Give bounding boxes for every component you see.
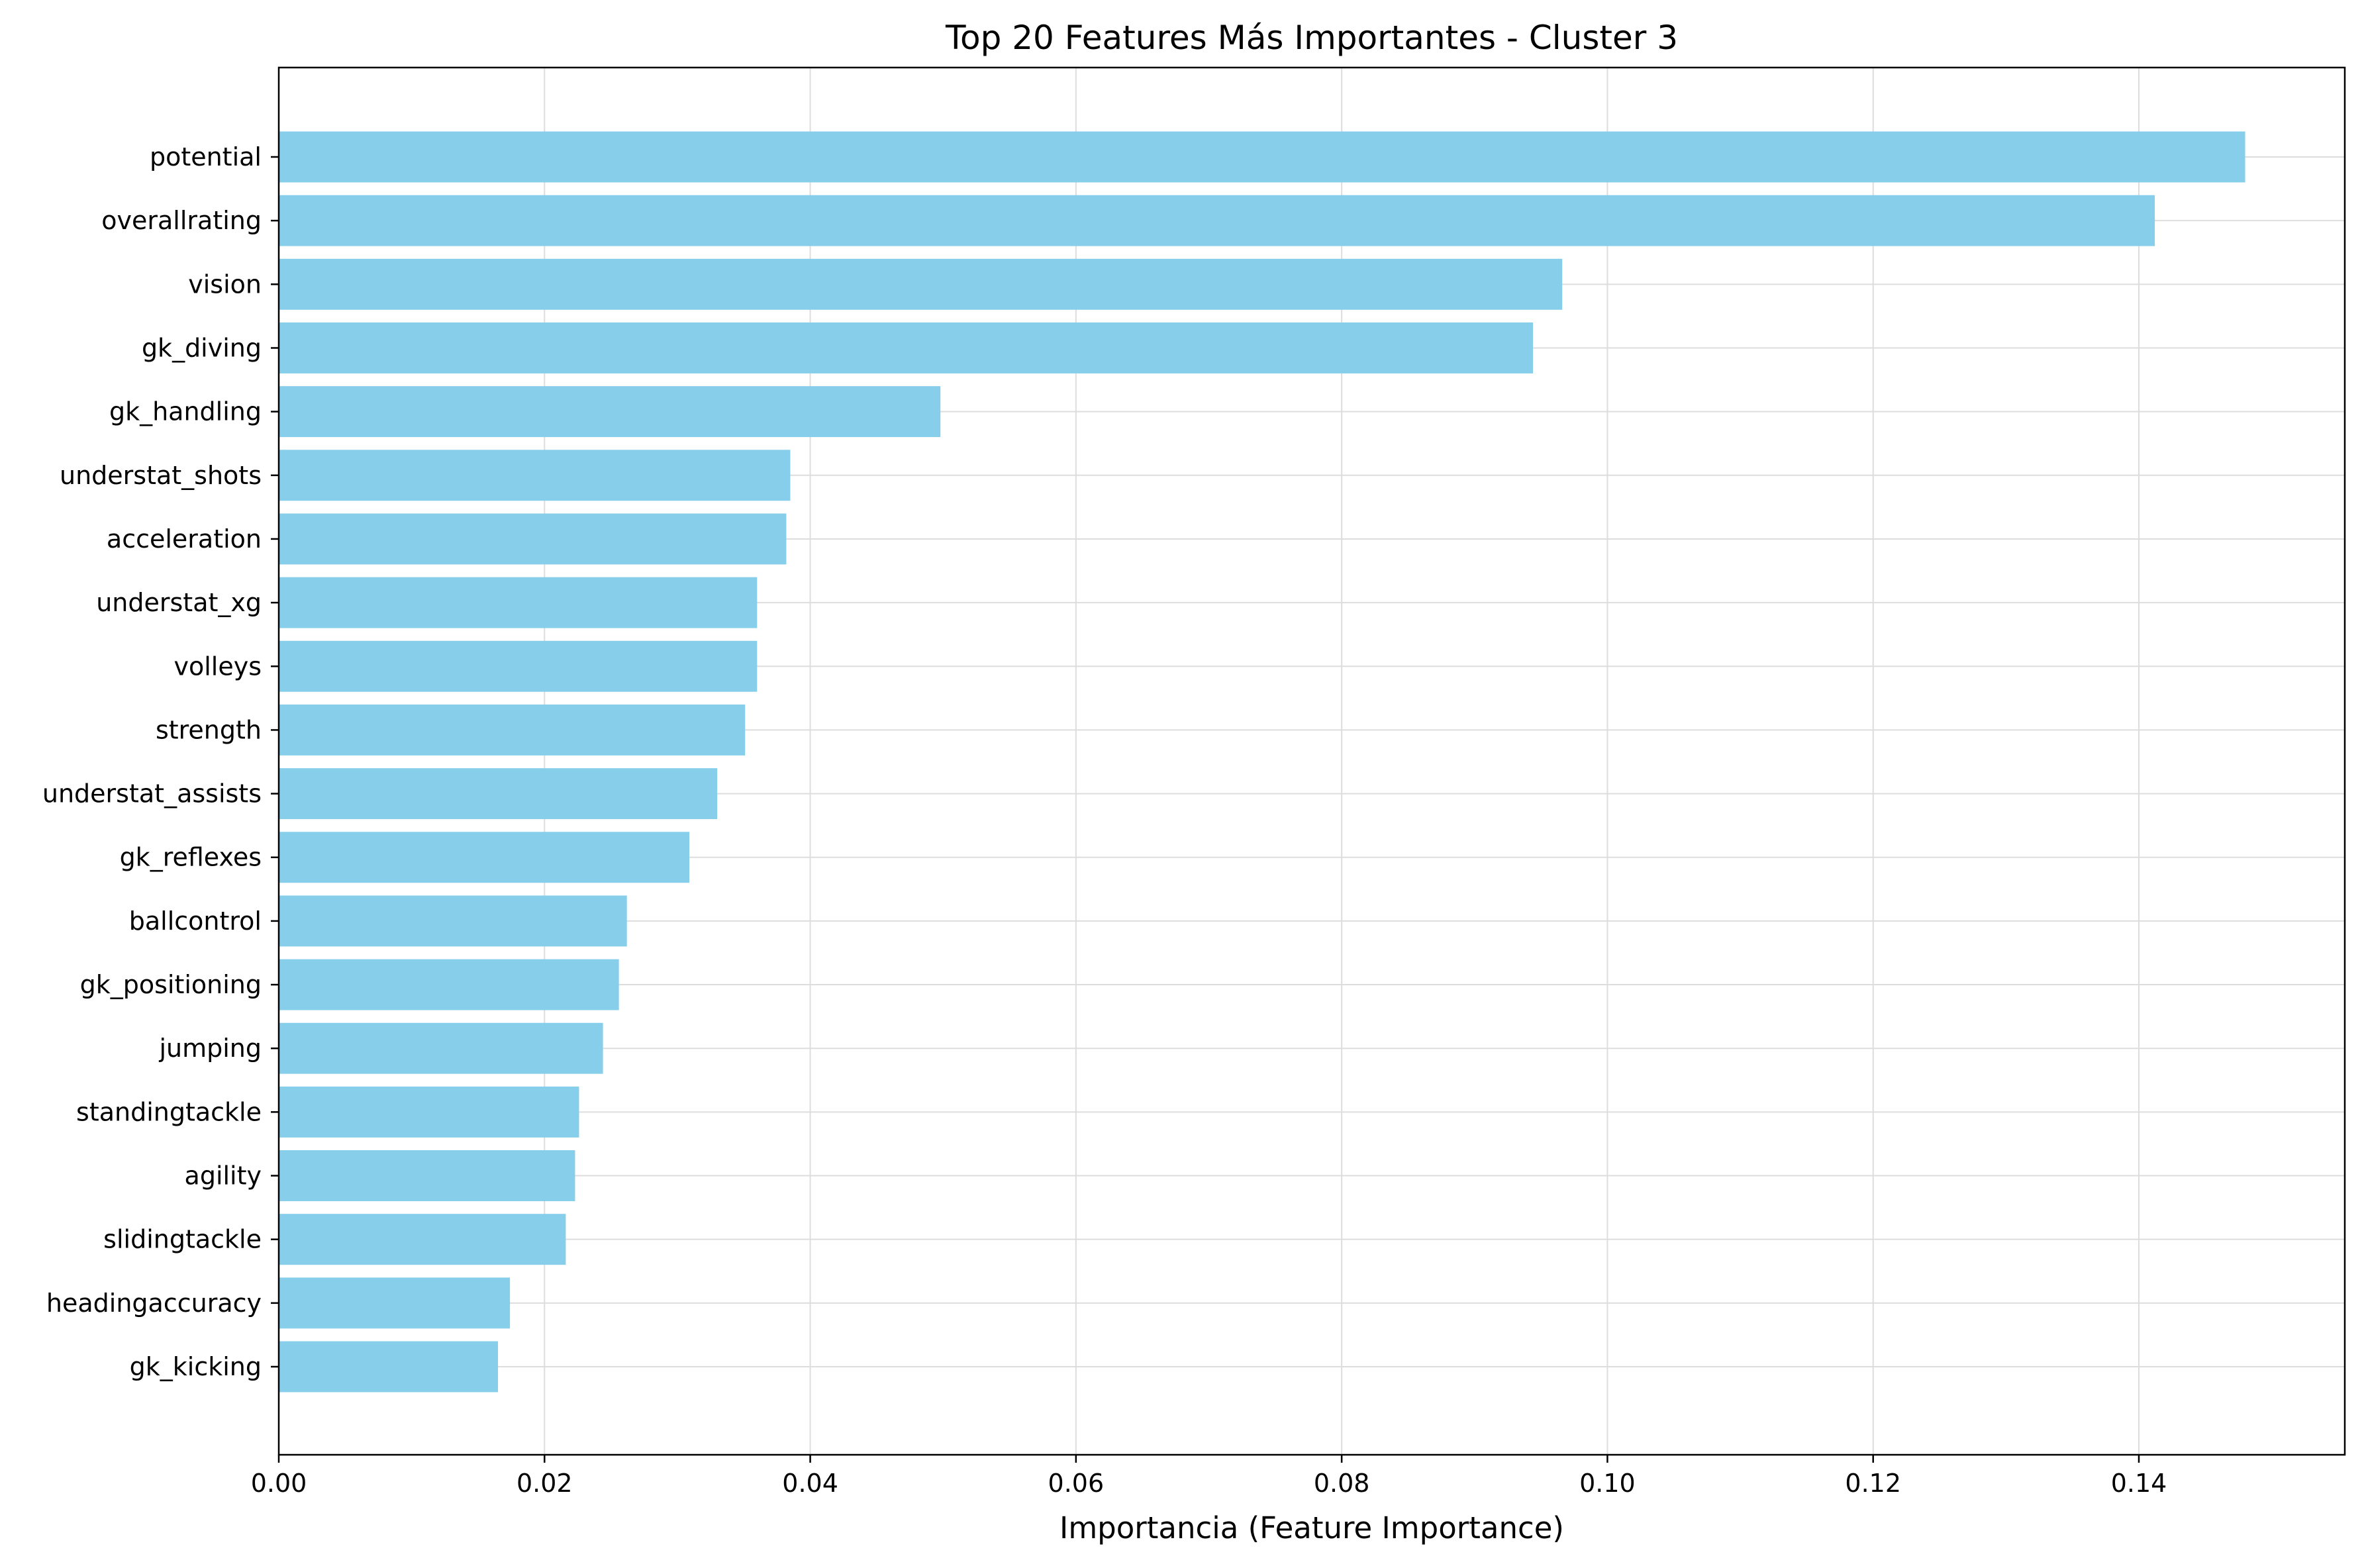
x-tick-label: 0.14 xyxy=(2111,1469,2167,1498)
bar-agility xyxy=(279,1150,575,1201)
y-tick-label: gk_kicking xyxy=(130,1352,262,1381)
y-tick-label: acceleration xyxy=(107,524,262,554)
y-tick-label: agility xyxy=(185,1161,262,1191)
y-tick-label: gk_handling xyxy=(109,397,262,426)
bar-volleys xyxy=(279,640,758,692)
bar-overallrating xyxy=(279,195,2155,246)
y-tick-label: understat_shots xyxy=(60,461,262,490)
bar-jumping xyxy=(279,1022,603,1074)
y-tick-label: vision xyxy=(188,270,262,299)
y-tick-label: overallrating xyxy=(101,206,262,235)
bar-gk_positioning xyxy=(279,959,619,1010)
x-axis-label: Importancia (Feature Importance) xyxy=(1059,1510,1564,1545)
bar-understat_assists xyxy=(279,768,718,820)
ticks: 0.00 0.02 0.04 0.06 0.08 0.10 0.12 0.14 potentia… xyxy=(42,142,2167,1498)
bar-ballcontrol xyxy=(279,895,627,947)
y-tick-label: potential xyxy=(150,142,262,172)
y-tick-label: understat_assists xyxy=(42,779,262,808)
bar-standingtackle xyxy=(279,1086,579,1138)
bar-acceleration xyxy=(279,513,787,565)
plot-frame xyxy=(277,66,2346,1456)
bar-understat_xg xyxy=(279,577,758,628)
y-tick-label: headingaccuracy xyxy=(46,1289,262,1318)
y-tick-label: volleys xyxy=(173,652,262,681)
x-tick-label: 0.02 xyxy=(517,1469,573,1498)
bar-gk_kicking xyxy=(279,1341,499,1393)
x-tick-label: 0.06 xyxy=(1048,1469,1105,1498)
y-tick-label: slidingtackle xyxy=(103,1225,262,1254)
bars xyxy=(279,131,2245,1393)
x-tick-label: 0.04 xyxy=(782,1469,838,1498)
y-tick-label: gk_diving xyxy=(142,333,262,362)
bar-gk_reflexes xyxy=(279,832,689,883)
x-tick-label: 0.12 xyxy=(1845,1469,1901,1498)
bar-understat_shots xyxy=(279,450,791,501)
y-tick-label: jumping xyxy=(158,1034,262,1063)
y-tick-label: gk_reflexes xyxy=(120,843,262,872)
bar-strength xyxy=(279,704,746,756)
x-tick-label: 0.08 xyxy=(1314,1469,1370,1498)
bar-slidingtackle xyxy=(279,1214,566,1265)
bar-vision xyxy=(279,258,1563,310)
chart-title: Top 20 Features Más Importantes - Cluste… xyxy=(945,19,1678,57)
y-tick-label: ballcontrol xyxy=(129,906,262,936)
bar-potential xyxy=(279,131,2245,183)
bar-gk_handling xyxy=(279,386,941,438)
bar-gk_diving xyxy=(279,322,1534,373)
x-tick-label: 0.10 xyxy=(1579,1469,1636,1498)
y-tick-label: gk_positioning xyxy=(80,970,262,999)
y-tick-label: understat_xg xyxy=(96,588,262,617)
x-tick-label: 0.00 xyxy=(251,1469,307,1498)
bar-headingaccuracy xyxy=(279,1277,511,1329)
y-tick-label: standingtackle xyxy=(76,1097,262,1126)
y-tick-label: strength xyxy=(156,715,262,744)
